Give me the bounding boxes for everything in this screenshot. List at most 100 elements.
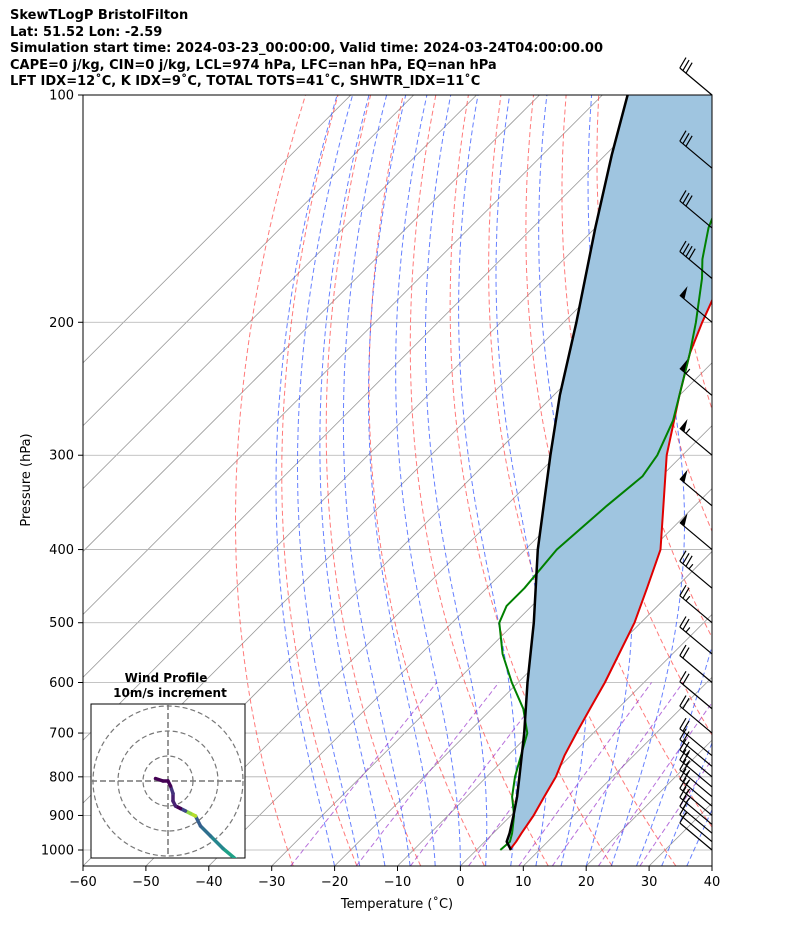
station-location: Lat: 51.52 Lon: -2.59 bbox=[10, 24, 163, 40]
mixing-ratio-line bbox=[355, 682, 500, 866]
y-tick-label: 600 bbox=[49, 676, 74, 691]
hodograph-subtitle: 10m/s increment bbox=[113, 686, 227, 700]
wind-barb bbox=[679, 616, 713, 655]
x-tick-label: −30 bbox=[258, 875, 285, 890]
profile-lines bbox=[498, 95, 712, 851]
y-tick-label: 300 bbox=[49, 449, 74, 464]
wind-barb bbox=[679, 584, 713, 624]
y-tick-label: 1000 bbox=[41, 844, 74, 859]
hodograph-trace-segment bbox=[153, 776, 165, 783]
wind-barb bbox=[679, 749, 713, 788]
wind-barb bbox=[679, 695, 713, 734]
dry-adiabat bbox=[729, 95, 794, 866]
isotherm-line bbox=[83, 95, 477, 490]
y-tick-label: 100 bbox=[49, 89, 74, 104]
moist-adiabat bbox=[610, 95, 685, 866]
wind-barb bbox=[679, 758, 713, 798]
mixing-ratio-line bbox=[597, 701, 712, 866]
x-tick-label: 20 bbox=[578, 875, 595, 890]
isotherm-line bbox=[83, 95, 414, 427]
isotherm-line bbox=[145, 299, 712, 866]
isotherm-line bbox=[83, 95, 666, 678]
wind-barb bbox=[679, 130, 713, 169]
dry-adiabat bbox=[525, 95, 712, 828]
wind-barb bbox=[679, 240, 713, 279]
wind-barb bbox=[679, 739, 713, 778]
mixing-ratio-line bbox=[409, 682, 551, 866]
moist-adiabats bbox=[275, 95, 712, 866]
moist-adiabat bbox=[368, 95, 436, 866]
hodograph-trace-segment bbox=[208, 834, 225, 851]
moist-adiabat bbox=[661, 741, 712, 866]
x-tick-label: −50 bbox=[132, 875, 159, 890]
dry-adiabat bbox=[368, 95, 485, 866]
simulation-time: Simulation start time: 2024-03-23_00:00:… bbox=[10, 41, 603, 56]
x-tick-label: −60 bbox=[69, 875, 96, 890]
y-tick-label: 400 bbox=[49, 543, 74, 558]
dry-adiabat bbox=[281, 95, 358, 866]
cape-region bbox=[506, 95, 712, 850]
wind-barb bbox=[679, 286, 713, 323]
dry-adiabat bbox=[663, 95, 712, 411]
x-tick-label: 40 bbox=[704, 875, 721, 890]
moist-adiabat bbox=[711, 864, 712, 866]
isotherm-line bbox=[83, 95, 352, 364]
parcel-path-line bbox=[505, 95, 629, 851]
x-tick-label: −40 bbox=[195, 875, 222, 890]
dewpoint-line bbox=[498, 216, 712, 851]
x-tick-label: −10 bbox=[384, 875, 411, 890]
stability-indices-2: LFT IDX=12˚C, K IDX=9˚C, TOTAL TOTS=41˚C… bbox=[10, 74, 481, 89]
wind-barb bbox=[679, 717, 713, 757]
wind-barb bbox=[679, 190, 713, 229]
mixing-ratio-line bbox=[518, 682, 653, 866]
x-axis-label: Temperature (˚C) bbox=[340, 896, 453, 912]
wind-barb bbox=[679, 419, 713, 456]
hodograph-trace-segment bbox=[221, 846, 238, 858]
x-tick-label: 30 bbox=[641, 875, 658, 890]
moist-adiabat bbox=[495, 95, 551, 866]
wind-barb bbox=[679, 644, 713, 683]
moist-adiabat bbox=[319, 95, 386, 866]
isotherm-line bbox=[523, 676, 712, 866]
moist-adiabat bbox=[458, 95, 517, 866]
wind-barb bbox=[679, 670, 713, 710]
y-tick-label: 800 bbox=[49, 770, 74, 785]
mixing-ratio-line bbox=[551, 682, 684, 866]
x-tick-label: 10 bbox=[515, 875, 532, 890]
y-tick-label: 700 bbox=[49, 727, 74, 742]
y-tick-label: 900 bbox=[49, 809, 74, 824]
x-axis: −60 −50 −40 −30 −20 −10 0 10 20 30 40 bbox=[69, 866, 720, 890]
isotherm-line bbox=[334, 488, 712, 866]
y-tick-label: 500 bbox=[49, 616, 74, 631]
wind-barb bbox=[679, 469, 713, 507]
moist-adiabat bbox=[275, 95, 338, 866]
moist-adiabat bbox=[636, 644, 712, 866]
stability-indices-1: CAPE=0 j/kg, CIN=0 j/kg, LCL=974 hPa, LF… bbox=[10, 57, 497, 73]
wind-barb bbox=[679, 513, 713, 551]
moist-adiabat bbox=[342, 95, 411, 866]
isotherm-line bbox=[711, 865, 712, 866]
dry-adiabat bbox=[762, 95, 794, 866]
mixing-ratio-line bbox=[290, 682, 438, 866]
wind-barb bbox=[679, 728, 713, 767]
dry-adiabat bbox=[235, 95, 306, 866]
x-tick-label: 0 bbox=[456, 875, 464, 890]
moist-adiabat bbox=[395, 95, 461, 866]
y-axis: 1000 900 800 700 600 500 400 300 200 100 bbox=[41, 89, 83, 859]
wind-barb bbox=[679, 57, 713, 96]
moist-adiabat bbox=[686, 808, 712, 866]
moist-adiabat bbox=[538, 95, 589, 866]
wind-barb bbox=[679, 359, 713, 396]
hodograph-trace-segment bbox=[198, 824, 213, 838]
moist-adiabat bbox=[425, 95, 488, 866]
dry-adiabat bbox=[449, 95, 613, 866]
chart-header: SkewTLogP BristolFilton Lat: 51.52 Lon: … bbox=[10, 8, 603, 91]
y-axis-label: Pressure (hPa) bbox=[19, 433, 34, 526]
x-tick-label: −20 bbox=[321, 875, 348, 890]
moist-adiabat bbox=[297, 95, 361, 866]
y-tick-label: 200 bbox=[49, 316, 74, 331]
station-title: SkewTLogP BristolFilton bbox=[10, 8, 189, 23]
isotherm-line bbox=[83, 95, 540, 553]
wind-barb bbox=[679, 550, 713, 589]
